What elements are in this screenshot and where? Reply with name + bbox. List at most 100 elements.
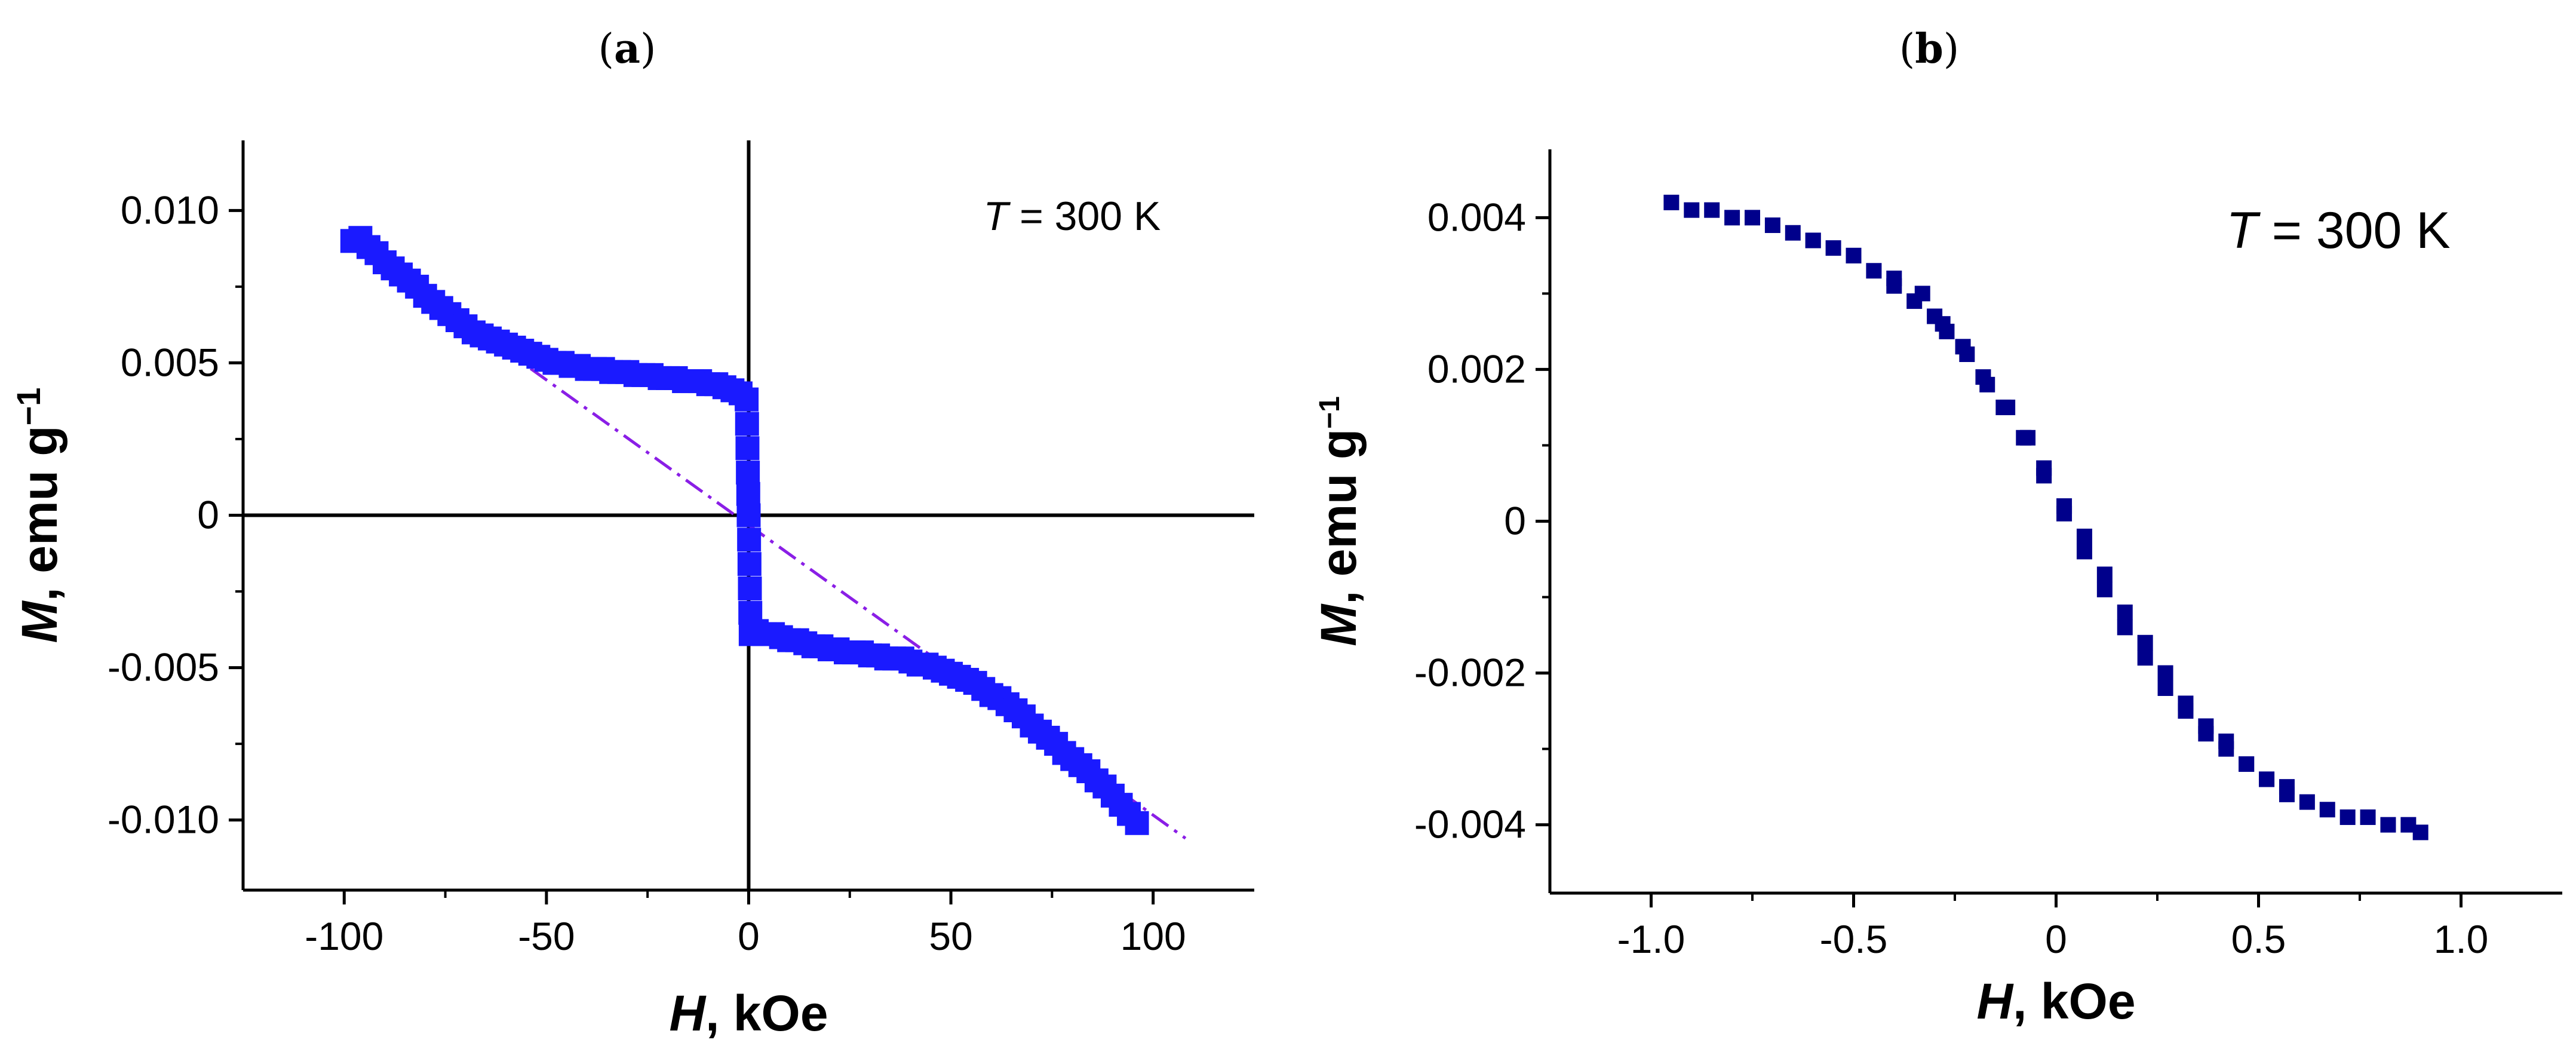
y-tick-label: -0.004 bbox=[1414, 802, 1526, 847]
x-axis-title-variable: H bbox=[1976, 973, 2014, 1029]
y-axis-title-variable: M bbox=[1310, 603, 1367, 646]
panel-label-close-paren: ) bbox=[640, 26, 656, 73]
data-point bbox=[1995, 399, 2012, 415]
data-point bbox=[1866, 263, 1882, 279]
x-tick-label: -1.0 bbox=[1617, 917, 1685, 961]
data-point bbox=[736, 503, 761, 528]
data-point bbox=[1955, 339, 1971, 355]
data-point bbox=[1825, 240, 1841, 256]
data-point bbox=[737, 552, 762, 576]
data-point bbox=[2096, 581, 2113, 597]
panel-b: (b) -1.0 -0.5 0 0.5 1.0 0.004 0.002 0 -0.002 -0.00… bbox=[1310, 25, 2562, 1029]
x-tick-label: 0 bbox=[2045, 917, 2067, 961]
y-axis-title-variable: M bbox=[11, 600, 67, 643]
y-axis-title-unit: , emu g bbox=[11, 425, 67, 601]
panel-label-letter: b bbox=[1915, 25, 1943, 73]
data-point bbox=[1764, 217, 1780, 234]
data-point bbox=[736, 461, 760, 485]
data-point bbox=[1846, 247, 1862, 263]
data-point bbox=[2412, 824, 2428, 841]
y-tick-label: 0 bbox=[197, 493, 219, 537]
panel-label-letter: a bbox=[614, 25, 640, 73]
data-point bbox=[2178, 703, 2194, 719]
data-point bbox=[2380, 817, 2396, 833]
y-axis-title-superscript: −1 bbox=[10, 388, 47, 426]
temperature-annotation: T = 300 K bbox=[2226, 202, 2450, 259]
annotation-text: = 300 K bbox=[1008, 194, 1160, 239]
data-point bbox=[1745, 210, 1760, 226]
data-point bbox=[1684, 202, 1700, 218]
panel-label: (a) bbox=[598, 25, 656, 73]
data-point bbox=[2319, 802, 2335, 818]
x-tick-label: -100 bbox=[305, 914, 383, 958]
data-point bbox=[738, 600, 763, 625]
data-point bbox=[2016, 430, 2032, 446]
data-point bbox=[2036, 468, 2052, 484]
x-tick-label: -50 bbox=[518, 914, 575, 958]
data-point bbox=[1724, 210, 1740, 226]
y-tick-label: -0.010 bbox=[108, 798, 219, 842]
data-point bbox=[738, 576, 762, 600]
data-point bbox=[2076, 528, 2092, 544]
panel-label: (b) bbox=[1899, 25, 1960, 73]
data-point bbox=[2259, 771, 2275, 787]
y-tick-label: 0.010 bbox=[121, 188, 219, 232]
data-point bbox=[738, 622, 763, 646]
data-point bbox=[1886, 270, 1902, 286]
x-tick-label: 0.5 bbox=[2231, 917, 2286, 961]
y-tick-label: -0.005 bbox=[108, 645, 219, 689]
y-tick-label: 0 bbox=[1504, 499, 1526, 543]
y-axis-title-superscript: −1 bbox=[1314, 396, 1346, 429]
data-point bbox=[2157, 680, 2173, 696]
panel-label-open-paren: ( bbox=[598, 26, 614, 73]
data-point bbox=[2137, 650, 2153, 666]
x-axis-title: H, kOe bbox=[669, 985, 828, 1041]
data-point bbox=[2117, 619, 2133, 636]
x-tick-label: -0.5 bbox=[1820, 917, 1888, 961]
data-point bbox=[2056, 505, 2073, 522]
data-point bbox=[735, 387, 759, 412]
temperature-annotation: T = 300 K bbox=[984, 194, 1161, 239]
data-point bbox=[2076, 544, 2092, 560]
data-point bbox=[737, 528, 762, 552]
annotation-variable: T bbox=[2226, 202, 2261, 259]
panel-label-open-paren: ( bbox=[1899, 26, 1915, 73]
x-axis-title-variable: H bbox=[669, 985, 707, 1041]
data-point bbox=[1914, 286, 1930, 302]
data-point bbox=[2137, 634, 2153, 651]
data-point bbox=[2239, 756, 2255, 772]
panel-a: (a) -100 -50 0 50 100 0.010 0.005 0 -0.005 -0.010 T… bbox=[10, 25, 1254, 1041]
y-tick-label: -0.002 bbox=[1414, 651, 1526, 695]
y-tick-label: 0.004 bbox=[1427, 195, 1526, 239]
data-point bbox=[1125, 811, 1149, 835]
x-axis-title-unit: , kOe bbox=[705, 985, 828, 1041]
data-point bbox=[735, 436, 760, 461]
data-point bbox=[1805, 232, 1821, 249]
data-point bbox=[1785, 225, 1801, 241]
data-point bbox=[2096, 566, 2113, 582]
data-point bbox=[736, 482, 760, 506]
data-point bbox=[2360, 809, 2376, 825]
x-tick-label: 0 bbox=[738, 914, 760, 958]
data-point bbox=[2198, 726, 2214, 742]
annotation-text: = 300 K bbox=[2258, 202, 2451, 259]
data-point bbox=[1935, 316, 1951, 332]
y-axis-title: M, emu g−1 bbox=[10, 388, 67, 643]
x-tick-label: 50 bbox=[929, 914, 972, 958]
data-point bbox=[2339, 809, 2356, 825]
x-tick-label: 100 bbox=[1120, 914, 1186, 958]
panel-label-close-paren: ) bbox=[1943, 26, 1960, 73]
y-axis-title-unit: , emu g bbox=[1310, 429, 1367, 605]
data-point bbox=[1704, 202, 1720, 218]
data-point bbox=[2157, 665, 2173, 681]
x-tick-label: 1.0 bbox=[2434, 917, 2489, 961]
y-tick-label: 0.002 bbox=[1427, 346, 1526, 391]
data-point bbox=[2218, 741, 2234, 757]
data-point bbox=[2299, 794, 2315, 810]
data-point bbox=[735, 412, 759, 436]
data-point bbox=[2117, 604, 2133, 620]
x-axis-title: H, kOe bbox=[1976, 973, 2135, 1029]
data-point bbox=[2279, 786, 2295, 802]
